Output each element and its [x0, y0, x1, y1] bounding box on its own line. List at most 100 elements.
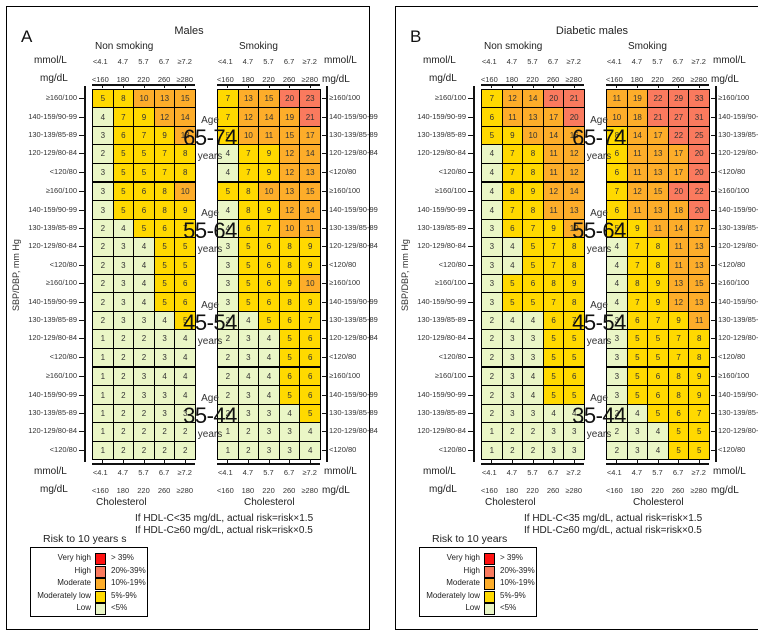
risk-cell: 9: [647, 274, 669, 294]
bottom-tick-mmol: <4.1: [481, 468, 497, 477]
y-axis-label: SBP/DBP, mm Hg: [11, 239, 21, 311]
risk-cell: 4: [606, 255, 628, 275]
risk-cell: 5: [647, 329, 669, 349]
risk-cell: 7: [522, 218, 544, 239]
bottom-tick-mmol: 4.7: [242, 468, 254, 477]
risk-cell: 4: [647, 440, 669, 460]
risk-cell: 3: [481, 292, 503, 312]
axis-tick: [322, 191, 327, 193]
bp-row-label: 140-159/90-99: [417, 204, 466, 214]
risk-cell: 5: [153, 237, 176, 257]
risk-cell: 4: [299, 422, 321, 442]
legend-range: 5%-9%: [111, 590, 137, 600]
risk-cell: 18: [667, 200, 690, 220]
bp-row-label: 120-129/80-84: [329, 426, 378, 436]
axis-tick: [678, 459, 680, 463]
risk-cell: 9: [299, 292, 321, 312]
risk-cell: 10: [258, 182, 280, 202]
bp-row-label: 120-129/80-84: [718, 333, 758, 343]
bottom-unit-mmol-right: mmol/L: [713, 466, 746, 477]
bp-row-label: 120-129/80-84: [718, 426, 758, 436]
axis-tick: [184, 459, 186, 463]
risk-cell: 15: [299, 182, 321, 202]
risk-grid-smoking-65-74: 11 19 22 29 33 10 18 21 27 31 8 14 17 22 25 6 11 13 17 20 6 1…: [606, 89, 710, 182]
bottom-tick-mgdl: <160: [91, 486, 109, 495]
risk-cell: 5: [522, 255, 544, 275]
risk-cell: 7: [153, 162, 176, 182]
risk-legend: Very high > 39% High 20%-39% Moderate 10%-19%…: [30, 547, 148, 617]
risk-cell: 8: [522, 200, 544, 220]
age-range: 45-54: [183, 310, 237, 335]
axis-tick: [468, 449, 473, 451]
bp-row-label: ≥160/100: [45, 371, 77, 381]
risk-cell: 8: [153, 200, 176, 220]
risk-cell: 8: [112, 89, 135, 109]
risk-cell: 19: [278, 107, 301, 127]
axis-tick: [102, 84, 104, 88]
risk-cell: 6: [112, 125, 135, 146]
axis-tick: [79, 116, 84, 118]
bottom-axis-line: [606, 463, 709, 465]
risk-cell: 2: [481, 347, 503, 367]
risk-cell: 3: [237, 347, 260, 367]
bp-row-label: 140-159/90-99: [718, 204, 758, 214]
bp-row-label: 120-129/80-84: [417, 148, 466, 158]
risk-cell: 6: [542, 310, 565, 331]
panel-b-diabetic-males: B Diabetic males Non smoking Smoking mmol/L m…: [395, 6, 758, 630]
risk-cell: 5: [153, 255, 176, 275]
axis-tick: [491, 84, 493, 88]
risk-cell: 5: [278, 385, 301, 405]
risk-cell: 13: [667, 274, 690, 294]
risk-cell: 7: [542, 237, 565, 257]
risk-cell: 6: [258, 292, 280, 312]
axis-tick: [711, 283, 716, 285]
bottom-tick-mgdl: <160: [216, 486, 234, 495]
risk-cell: 5: [501, 274, 524, 294]
bp-row-label: 130-139/85-89: [417, 408, 466, 417]
group-label-non-smoking: Non smoking: [484, 41, 543, 52]
risk-cell: 13: [237, 89, 260, 109]
bp-row-label: 130-139/85-89: [718, 223, 758, 232]
risk-cell: 4: [501, 255, 524, 275]
risk-cell: 3: [542, 422, 565, 442]
axis-tick: [711, 376, 716, 378]
bp-row-label: ≥160/100: [434, 93, 466, 103]
top-unit-mmol-right: mmol/L: [713, 55, 746, 66]
axis-tick: [247, 84, 249, 88]
axis-tick: [322, 171, 327, 173]
risk-cell: 14: [258, 107, 280, 127]
axis-tick: [164, 84, 166, 88]
bottom-tick-mgdl: 220: [137, 486, 150, 495]
risk-cell: 6: [258, 237, 280, 257]
axis-tick: [322, 246, 327, 248]
axis-tick: [573, 459, 575, 463]
risk-cell: 4: [542, 403, 565, 424]
risk-cell: 3: [501, 347, 524, 367]
risk-cell: 7: [217, 89, 239, 109]
bottom-unit-mmol-right: mmol/L: [324, 466, 357, 477]
axis-tick: [711, 320, 716, 321]
legend-range: 20%-39%: [500, 565, 535, 575]
top-unit-mgdl-right: mg/dL: [322, 74, 350, 85]
top-tick-mmol: 4.7: [631, 57, 643, 66]
risk-cell: 9: [299, 255, 321, 275]
risk-cell: 20: [542, 89, 565, 109]
axis-tick: [79, 209, 84, 211]
bp-row-label: <120/80: [718, 166, 746, 176]
risk-cell: 4: [258, 329, 280, 349]
risk-cell: 4: [481, 182, 503, 202]
risk-cell: 3: [112, 292, 135, 312]
risk-cell: 8: [688, 329, 710, 349]
risk-cell: 9: [647, 292, 669, 312]
axis-tick: [79, 320, 84, 321]
risk-cell: 5: [133, 162, 155, 182]
axis-tick: [322, 431, 327, 433]
legend-swatch-low: [484, 603, 495, 615]
risk-grid-smoking-55-64: 5 8 10 13 15 4 8 9 12 14 4 6 7 10 11 3 5 6 8 9 3 5 6 8 9: [217, 182, 321, 275]
bp-row-label: <120/80: [718, 351, 746, 361]
bp-row-label: <120/80: [49, 259, 77, 269]
bottom-axis-line: [92, 463, 195, 465]
risk-cell: 3: [217, 274, 239, 294]
top-tick-mmol: <4.1: [481, 57, 497, 66]
